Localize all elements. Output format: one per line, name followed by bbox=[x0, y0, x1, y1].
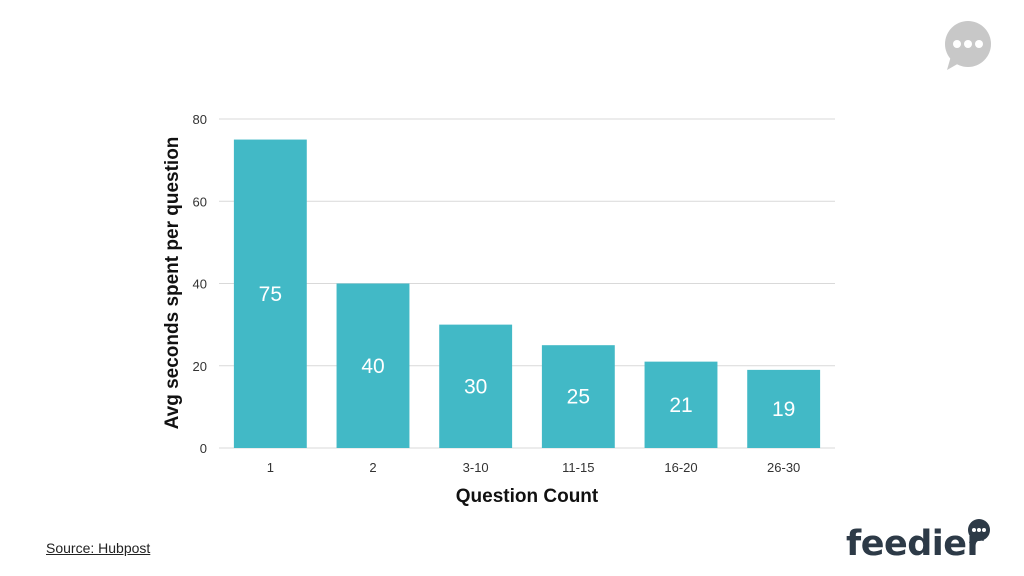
bar bbox=[336, 283, 410, 448]
grid-lines bbox=[219, 118, 835, 449]
source-link[interactable]: Source: Hubpost bbox=[46, 540, 151, 556]
x-tick-label: 1 bbox=[267, 460, 274, 475]
brand-logo: feedier bbox=[846, 524, 984, 564]
bars bbox=[233, 139, 821, 448]
bar-data-labels: 75 40 30 25 21 19 bbox=[259, 283, 796, 421]
x-tick-label: 2 bbox=[369, 460, 376, 475]
bar-data-label: 19 bbox=[772, 398, 795, 421]
bar bbox=[233, 139, 307, 448]
bar bbox=[747, 369, 821, 448]
y-tick-label: 20 bbox=[193, 359, 207, 374]
bar-data-label: 30 bbox=[464, 375, 487, 398]
x-tick-label: 3-10 bbox=[463, 460, 489, 475]
y-tick-labels: 0 20 40 60 80 bbox=[193, 112, 207, 456]
y-tick-label: 0 bbox=[200, 441, 207, 456]
x-axis-title: Question Count bbox=[456, 486, 599, 507]
bar-data-label: 75 bbox=[259, 283, 282, 306]
y-tick-label: 80 bbox=[193, 112, 207, 127]
y-axis-title: Avg seconds spent per question bbox=[162, 137, 183, 430]
bar bbox=[439, 324, 513, 448]
bar-data-label: 40 bbox=[361, 355, 384, 378]
bar bbox=[644, 361, 718, 448]
x-tick-label: 26-30 bbox=[767, 460, 800, 475]
speech-bubble-icon bbox=[966, 518, 992, 549]
chat-bubble-icon bbox=[943, 20, 995, 77]
bar-data-label: 21 bbox=[669, 394, 692, 417]
x-tick-label: 11-15 bbox=[562, 460, 594, 475]
bar bbox=[541, 345, 615, 448]
x-tick-label: 16-20 bbox=[664, 460, 697, 475]
bar-data-label: 25 bbox=[567, 386, 590, 409]
y-tick-label: 60 bbox=[193, 194, 207, 209]
y-tick-label: 40 bbox=[193, 277, 207, 292]
x-tick-labels: 1 2 3-10 11-15 16-20 26-30 bbox=[267, 460, 801, 475]
